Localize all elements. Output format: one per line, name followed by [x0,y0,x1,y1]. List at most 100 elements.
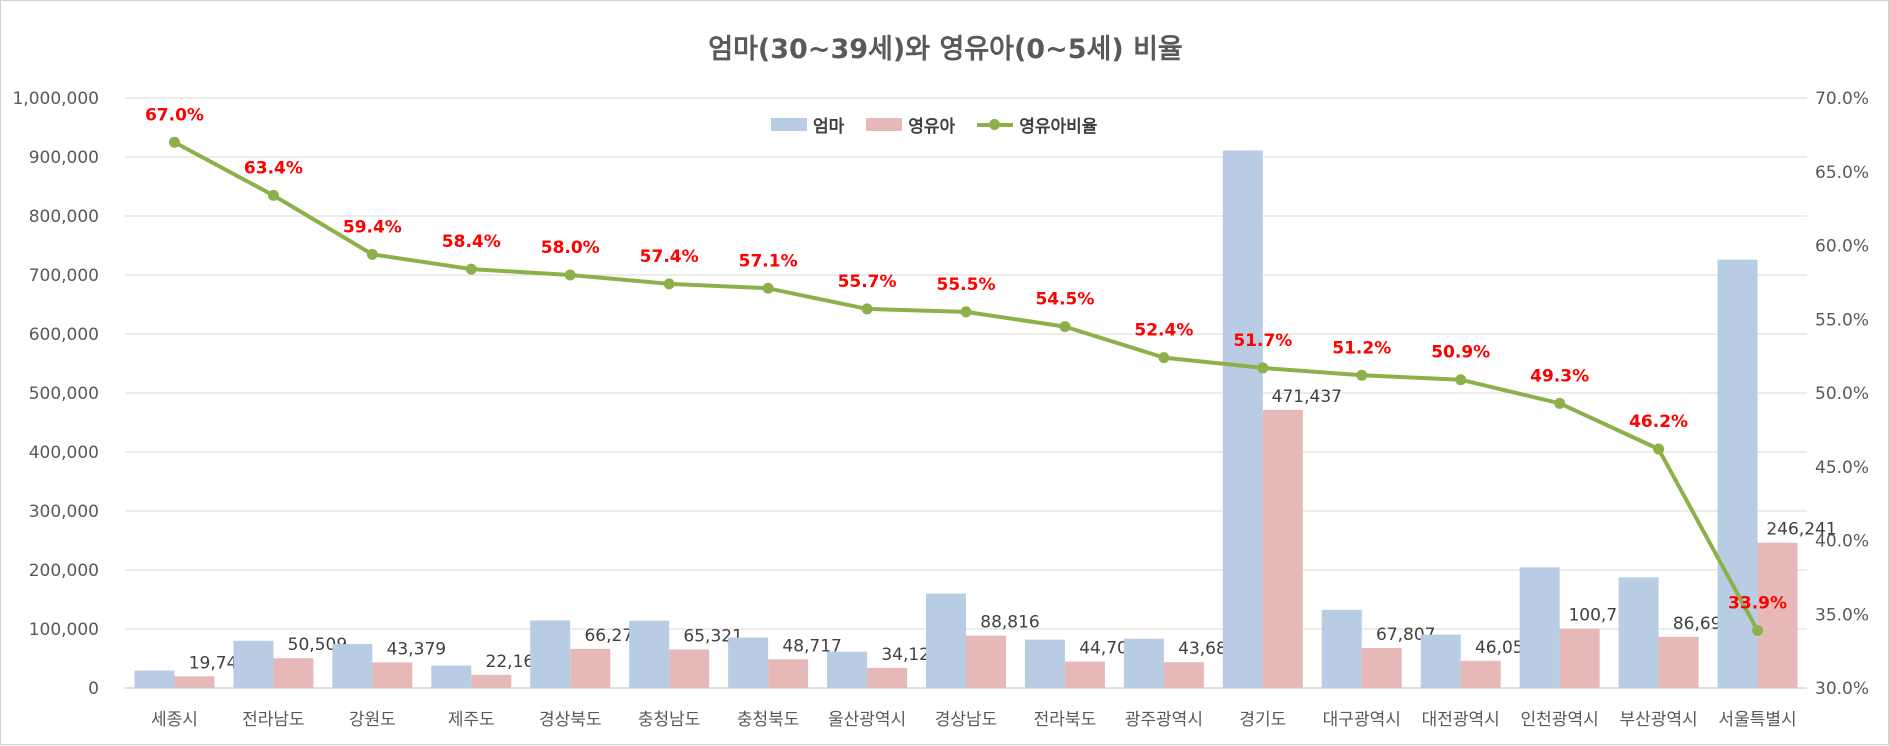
y-left-tick-label: 1,000,000 [12,89,99,109]
ratio-value-label: 51.2% [1332,338,1391,358]
ratio-point [1356,369,1368,381]
y-right-tick-label: 45.0% [1815,458,1869,478]
x-tick-label: 서울특별시 [1718,710,1796,730]
infant-value-label: 43,379 [387,639,446,659]
ratio-value-label: 55.5% [937,275,996,295]
x-tick-label: 인천광역시 [1521,710,1599,730]
ratio-value-label: 33.9% [1728,593,1787,613]
bar-mother [1717,259,1758,688]
x-tick-label: 광주광역시 [1125,710,1203,730]
infant-value-label: 46,051 [1475,638,1534,658]
infant-value-label: 22,164 [486,652,545,672]
bar-mother [134,670,175,688]
bar-infant [471,674,512,688]
bar-infant [966,635,1006,688]
ratio-point [960,306,972,318]
y-left-tick-label: 500,000 [29,384,99,404]
bar-mother [431,665,472,688]
bar-mother [827,651,868,688]
bar-infant [174,676,215,688]
x-tick-label: 대구광역시 [1323,710,1401,730]
x-tick-label: 충청북도 [737,710,800,730]
bar-mother [728,637,769,688]
bar-infant [669,649,710,688]
ratio-point [1059,321,1071,333]
x-tick-label: 울산광역시 [828,710,906,730]
ratio-value-label: 58.0% [541,238,600,258]
bar-infant [768,659,809,688]
ratio-value-label: 51.7% [1233,331,1292,351]
x-tick-label: 경기도 [1239,710,1286,730]
bar-infant [570,648,611,688]
y-left-tick-label: 600,000 [29,325,99,345]
ratio-point [861,303,873,315]
ratio-value-label: 50.9% [1431,343,1490,363]
x-tick-label: 경상북도 [539,710,602,730]
x-tick-label: 세종시 [151,710,198,730]
ratio-value-label: 46.2% [1629,412,1688,432]
infant-value-label: 44,706 [1079,639,1138,659]
y-right-tick-label: 30.0% [1815,679,1869,699]
bar-infant [1658,636,1699,688]
x-tick-label: 전라남도 [242,710,305,730]
infant-value-label: 471,437 [1272,387,1342,407]
y-right-tick-label: 55.0% [1815,310,1869,330]
y-right-tick-label: 70.0% [1815,89,1869,109]
y-left-tick-label: 400,000 [29,443,99,463]
bar-mother [1519,567,1560,688]
bar-infant [867,667,908,688]
bar-infant [1757,542,1798,688]
bar-mother [332,644,373,688]
infant-value-label: 86,693 [1673,614,1732,634]
infant-value-label: 88,816 [980,613,1039,633]
infant-value-label: 34,122 [881,645,940,665]
ratio-point [1158,352,1170,364]
infant-value-label: 67,807 [1376,625,1435,645]
ratio-point [366,248,378,260]
y-left-tick-label: 900,000 [29,148,99,168]
bar-infant [1460,660,1501,688]
ratio-point [663,278,675,290]
x-tick-label: 전라북도 [1034,710,1097,730]
legend-label-ratio: 영유아비율 [1019,116,1098,137]
ratio-value-label: 63.4% [244,158,303,178]
legend-item-infant: 영유아 [866,112,955,137]
infant-value-label: 246,241 [1766,520,1836,540]
legend-swatch-ratio [977,118,1014,131]
bar-mother [629,620,670,688]
ratio-value-label: 57.4% [640,247,699,267]
ratio-point [1554,397,1566,409]
ratio-value-label: 58.4% [442,232,501,252]
legend-label-infant: 영유아 [908,116,956,137]
ratio-point [1752,624,1764,636]
bar-mother [1123,638,1164,688]
infant-value-label: 66,270 [584,626,643,646]
x-tick-label: 충청남도 [638,710,701,730]
ratio-point [1257,362,1269,374]
legend-item-mother: 엄마 [771,112,844,137]
y-left-tick-label: 300,000 [29,502,99,522]
bar-infant [1559,628,1600,688]
bar-infant [273,658,314,688]
y-left-tick-label: 100,000 [29,620,99,640]
x-tick-label: 강원도 [349,710,396,730]
chart-legend: 엄마 영유아 영유아비율 [771,112,1098,137]
x-tick-label: 경상남도 [935,710,998,730]
bar-mother [926,593,966,688]
ratio-value-label: 55.7% [838,272,897,292]
chart-title: 엄마(30~39세)와 영유아(0~5세) 비율 [708,34,1183,65]
legend-swatch-infant [866,117,903,131]
ratio-point [1455,374,1467,386]
ratio-point [168,136,180,148]
ratio-point [465,263,477,275]
ratio-point [762,282,774,294]
infant-value-label: 19,743 [189,653,248,673]
ratio-point [564,269,576,281]
y-right-tick-label: 35.0% [1815,605,1869,625]
y-left-tick-label: 0 [88,679,99,699]
infant-value-label: 43,688 [1178,639,1237,659]
y-right-tick-label: 60.0% [1815,237,1869,257]
ratio-value-label: 49.3% [1530,366,1589,386]
